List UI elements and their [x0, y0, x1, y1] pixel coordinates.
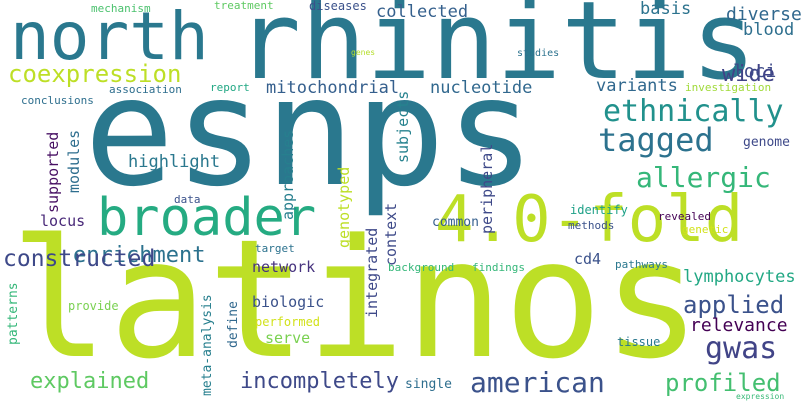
word-american: american: [470, 366, 605, 399]
word-methods: methods: [568, 219, 615, 232]
word-single: single: [405, 377, 452, 392]
word-gwas: gwas: [705, 331, 778, 366]
word-peripheral: peripheral: [478, 143, 496, 234]
word-locus: locus: [40, 212, 86, 230]
word-mechanism: mechanism: [91, 2, 151, 15]
word-profiled: profiled: [665, 369, 781, 397]
word-cd4: cd4: [574, 250, 602, 268]
word-define: define: [226, 301, 241, 348]
word-mitochondrial: mitochondrial: [266, 78, 400, 98]
word-broader: broader: [97, 188, 317, 248]
word-collected: collected: [376, 2, 469, 22]
word-rhinitis: rhinitis: [236, 0, 757, 104]
word-treatment: treatment: [214, 0, 274, 12]
word-latinos: latinos: [10, 204, 702, 395]
word-approaches: approaches: [279, 129, 297, 220]
word-applied: applied: [683, 291, 785, 319]
word-allergic: allergic: [636, 161, 771, 194]
word-meta-analysis: meta-analysis: [200, 294, 215, 396]
word-genome: genome: [743, 135, 790, 150]
word-ethnically: ethnically: [603, 94, 784, 129]
word-pathways: pathways: [615, 258, 668, 271]
word-basis: basis: [640, 0, 692, 19]
word-blood: blood: [743, 20, 795, 40]
word-investigation: investigation: [685, 81, 772, 94]
word-association: association: [109, 83, 182, 96]
word-serve: serve: [265, 329, 311, 347]
word-background: background: [388, 261, 455, 274]
word-provide: provide: [68, 299, 119, 313]
word-north: north: [10, 0, 209, 75]
word-loci: loci: [733, 61, 777, 82]
word-data: data: [174, 193, 201, 206]
word-findings: findings: [472, 261, 525, 274]
word-target: target: [255, 242, 295, 255]
word-identify: identify: [570, 203, 628, 217]
word-constructed: constructed: [3, 246, 156, 272]
word-genetic: genetic: [682, 223, 729, 236]
word-biologic: biologic: [252, 293, 325, 311]
word-modules: modules: [65, 129, 83, 193]
word-studies: studies: [517, 48, 560, 59]
word-common: common: [432, 215, 479, 230]
word-diseases: diseases: [309, 0, 367, 13]
word-incompletely: incompletely: [240, 369, 399, 394]
word-explained: explained: [30, 369, 150, 394]
word-diverse: diverse: [726, 4, 802, 25]
word-performed: performed: [255, 315, 321, 329]
word-patterns: patterns: [6, 282, 21, 345]
word-esnps: esnps: [84, 46, 536, 220]
word-revealed: revealed: [658, 210, 711, 223]
word-subjects: subjects: [394, 90, 412, 163]
word-lymphocytes: lymphocytes: [683, 267, 796, 287]
word-tagged: tagged: [598, 121, 714, 159]
word-highlight: highlight: [128, 152, 221, 172]
word-relevance: relevance: [690, 315, 788, 336]
word-supported: supported: [44, 131, 62, 213]
word-report: report: [210, 81, 250, 94]
word-expression: expression: [736, 392, 785, 401]
word-nucleotide: nucleotide: [430, 78, 533, 98]
word-wide: wide: [722, 62, 775, 87]
word-coexpression: coexpression: [8, 60, 182, 88]
word-network: network: [252, 258, 316, 276]
word-integrated: integrated: [363, 227, 381, 318]
word-conclusions: conclusions: [21, 94, 94, 107]
word-4-0-fold: 4.0-fold: [435, 183, 744, 257]
word-genes: genes: [351, 48, 376, 57]
word-context: context: [382, 202, 400, 266]
word-genotyped: genotyped: [335, 166, 353, 248]
word-enrichment: enrichment: [73, 243, 206, 268]
word-variants: variants: [596, 76, 678, 96]
word-tissue: tissue: [617, 335, 661, 349]
